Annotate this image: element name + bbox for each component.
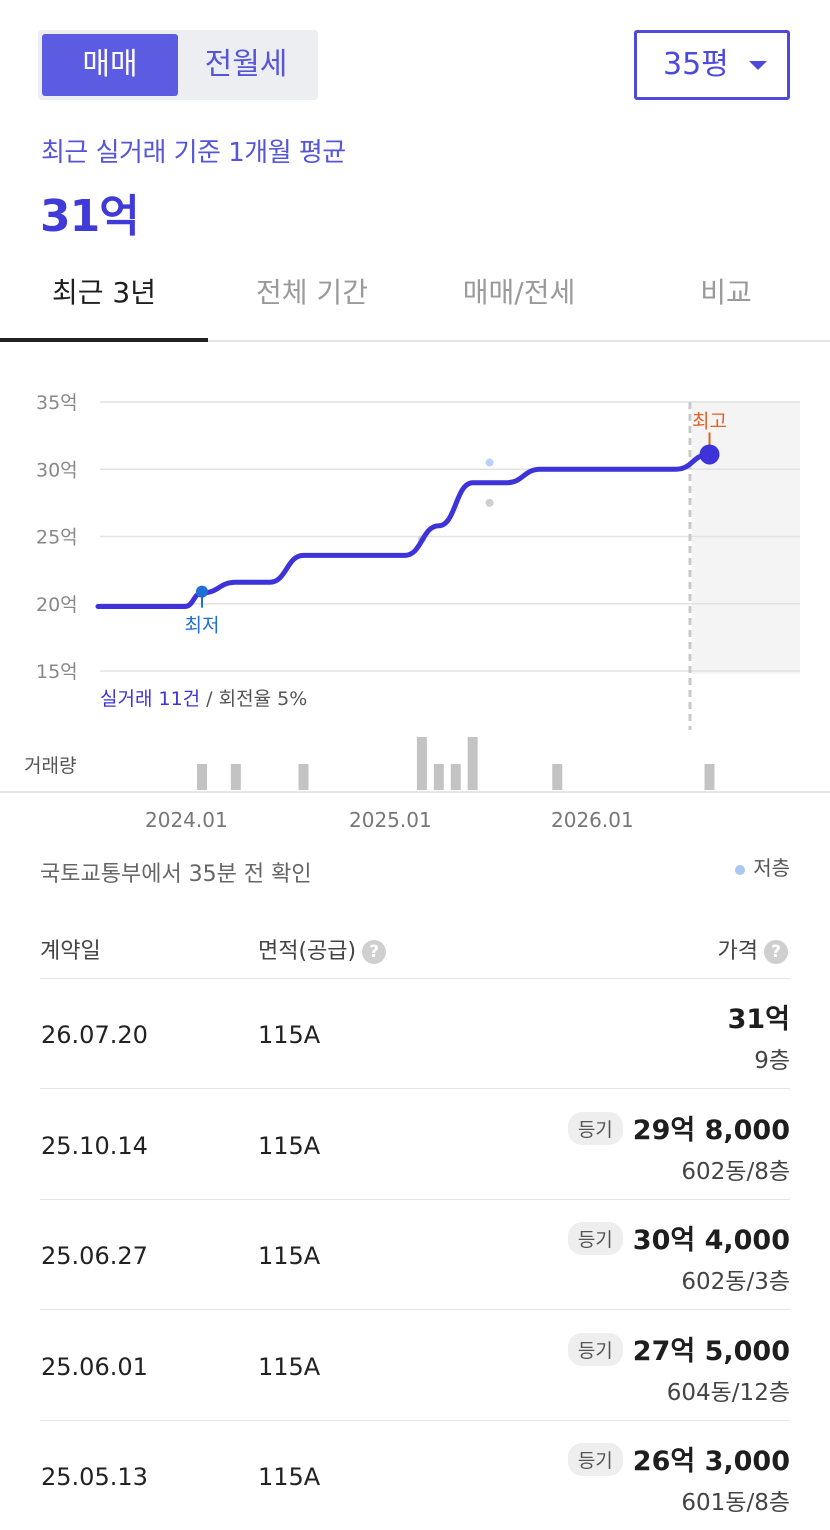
contract-date: 25.05.13	[41, 1463, 148, 1491]
average-price-value: 31억	[40, 191, 140, 242]
price-cell: 등기 27억 5,000	[567, 1329, 790, 1369]
sale-tab-button[interactable]: 매매	[42, 34, 178, 96]
area-help-icon[interactable]: ?	[362, 940, 387, 964]
tab-all-period[interactable]: 전체 기간	[256, 276, 368, 309]
registered-badge: 등기	[567, 1222, 623, 1255]
transaction-stats: 실거래 11건 / 회전율 5%	[100, 688, 307, 710]
table-header: 계약일 면적(공급)? 가격?	[40, 915, 790, 979]
area-value: 115A	[258, 1021, 321, 1049]
floor-info: 604동/12층	[666, 1379, 790, 1406]
registered-badge: 등기	[567, 1332, 623, 1366]
y-tick-label: 25억	[36, 527, 78, 549]
tab-compare[interactable]: 비교	[700, 276, 752, 309]
trade-type-toggle: 매매 전월세	[38, 30, 318, 100]
x-tick-2026: 2026.01	[551, 808, 634, 832]
floor-info: 601동/8층	[681, 1490, 790, 1516]
area-value: 115A	[258, 1352, 321, 1381]
area-value: 115A	[258, 1131, 321, 1160]
volume-bar	[467, 737, 478, 790]
turnover-rate: / 회전율 5%	[200, 688, 307, 710]
contract-date: 25.06.01	[41, 1352, 148, 1381]
volume-label: 거래량	[24, 755, 76, 777]
price-cell: 등기 30억 4,000	[567, 1218, 790, 1258]
volume-bar	[298, 764, 309, 790]
header-price-label: 가격	[717, 939, 758, 964]
tab-sale-jeonse[interactable]: 매매/전세	[462, 276, 576, 309]
size-dropdown-value: 35평	[663, 47, 729, 82]
y-tick-label: 15억	[36, 661, 78, 683]
transaction-point	[485, 498, 494, 507]
volume-bar	[450, 764, 461, 790]
contract-date: 25.06.27	[41, 1242, 148, 1270]
contract-date: 26.07.20	[41, 1021, 148, 1049]
period-tabs: 최근 3년 전체 기간 매매/전세 비교	[0, 255, 830, 342]
low-floor-dot-icon	[735, 864, 746, 875]
rent-tab-button[interactable]: 전월세	[204, 47, 288, 82]
price-value: 29억 8,000	[632, 1114, 790, 1146]
header-date: 계약일	[40, 939, 101, 964]
x-tick-2024: 2024.01	[145, 808, 228, 832]
tab-recent-3y[interactable]: 최근 3년	[0, 255, 208, 342]
lowest-label: 최저	[185, 615, 220, 637]
registered-badge: 등기	[567, 1111, 623, 1145]
floor-info: 602동/3층	[681, 1269, 790, 1295]
table-row[interactable]: 25.06.01 115A 등기 27억 5,000 604동/12층	[40, 1311, 790, 1421]
chart-separator	[0, 791, 830, 793]
table-row[interactable]: 25.10.14 115A 등기 29억 8,000 602동/8층	[40, 1090, 790, 1200]
price-value: 31억	[727, 1004, 790, 1035]
data-source-text: 국토교통부에서 35분 전 확인	[40, 862, 312, 887]
header-price: 가격?	[718, 933, 788, 965]
low-floor-legend-label: 저층	[753, 856, 790, 880]
volume-bar	[704, 764, 715, 790]
price-value: 30억 4,000	[632, 1225, 790, 1256]
floor-info: 602동/8층	[681, 1158, 790, 1185]
volume-bar	[552, 764, 563, 790]
contract-date: 25.10.14	[41, 1131, 148, 1160]
header-area-label: 면적(공급)	[258, 939, 357, 964]
y-tick-label: 20억	[36, 594, 78, 616]
registered-badge: 등기	[567, 1443, 623, 1476]
volume-bar	[230, 764, 241, 790]
highest-label: 최고	[692, 410, 727, 432]
y-tick-label: 35억	[36, 392, 78, 414]
highest-marker-point	[699, 444, 720, 465]
average-price-label: 최근 실거래 기준 1개월 평균	[41, 138, 346, 168]
table-row[interactable]: 25.06.27 115A 등기 30억 4,000 602동/3층	[40, 1200, 790, 1310]
volume-bar	[416, 737, 427, 790]
price-help-icon[interactable]: ?	[764, 940, 788, 964]
x-tick-2025: 2025.01	[349, 808, 432, 832]
volume-bar	[197, 764, 207, 790]
price-value: 26억 3,000	[632, 1446, 790, 1477]
price-cell: 등기 26억 3,000	[567, 1439, 790, 1479]
area-value: 115A	[258, 1242, 321, 1270]
price-cell: 등기 29억 8,000	[567, 1108, 790, 1148]
price-cell: 31억	[728, 997, 790, 1036]
table-row[interactable]: 26.07.20 115A 31억 9층	[40, 979, 790, 1089]
y-tick-label: 30억	[36, 459, 78, 481]
volume-bar	[433, 764, 444, 790]
price-chart[interactable]: 35억 30억 25억 20억 15억 최저 최고 실거래 11건 / 회전율 5% 거래…	[0, 370, 830, 790]
lowest-marker-point	[196, 585, 208, 598]
price-value: 27억 5,000	[632, 1335, 790, 1367]
transaction-point	[485, 458, 494, 467]
floor-info: 9층	[754, 1048, 790, 1074]
low-floor-legend: 저층	[735, 852, 790, 881]
transaction-count: 실거래 11건	[100, 688, 200, 710]
size-dropdown[interactable]: 35평	[634, 30, 790, 100]
header-area: 면적(공급)?	[258, 933, 387, 965]
future-period-shade	[692, 402, 800, 674]
price-trend-line	[95, 451, 712, 609]
table-row[interactable]: 25.05.13 115A 등기 26억 3,000 601동/8층	[40, 1421, 790, 1530]
area-value: 115A	[258, 1463, 321, 1491]
caret-down-icon	[749, 61, 767, 70]
